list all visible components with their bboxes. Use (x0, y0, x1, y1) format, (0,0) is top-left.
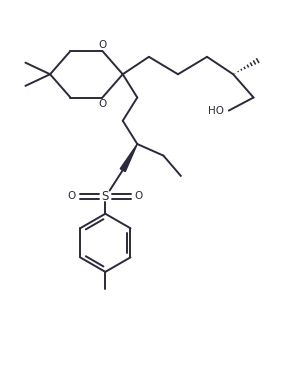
Text: O: O (98, 99, 107, 109)
Polygon shape (120, 144, 137, 171)
Text: O: O (68, 191, 76, 201)
Text: HO: HO (208, 106, 224, 115)
Text: O: O (98, 40, 107, 50)
Text: S: S (102, 190, 109, 203)
Text: O: O (135, 191, 143, 201)
